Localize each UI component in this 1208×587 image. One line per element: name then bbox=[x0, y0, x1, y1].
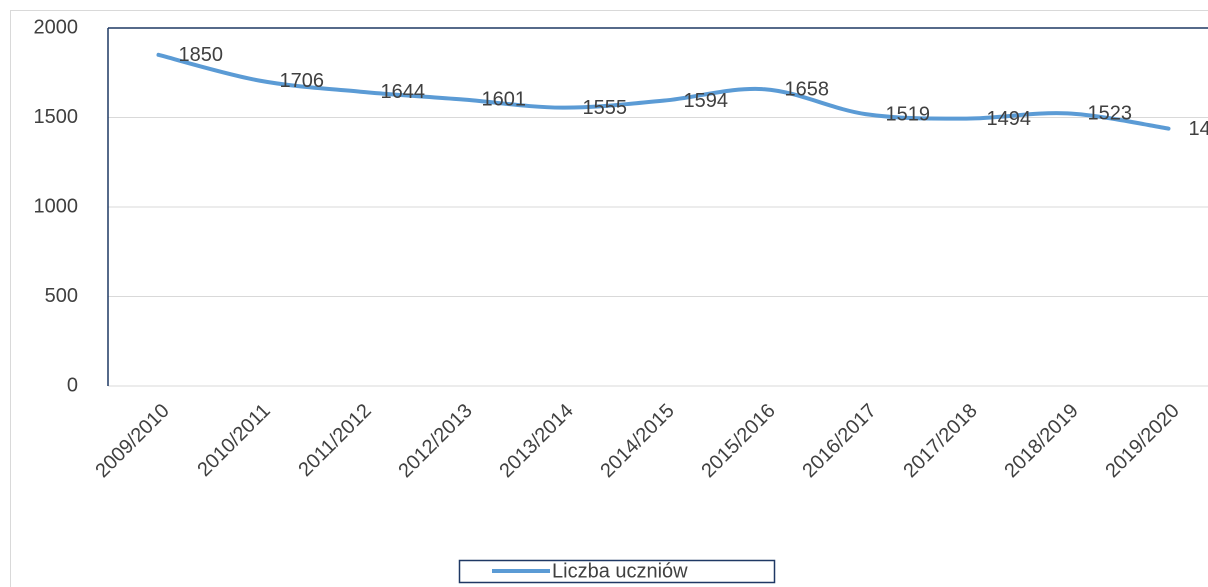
x-tick-label: 2010/2011 bbox=[193, 400, 274, 481]
x-tick-label: 2011/2012 bbox=[294, 400, 375, 481]
data-label: 1706 bbox=[280, 70, 325, 92]
x-tick-label: 2018/2019 bbox=[1000, 400, 1082, 482]
x-tick-label: 2014/2015 bbox=[596, 400, 678, 482]
data-label: 1438 bbox=[1189, 118, 1208, 140]
x-tick-label: 2009/2010 bbox=[91, 400, 173, 482]
chart-frame bbox=[10, 10, 1208, 587]
data-line bbox=[156, 52, 1171, 131]
x-tick-label: 2013/2014 bbox=[495, 400, 577, 482]
y-tick-label: 1000 bbox=[34, 195, 79, 217]
x-tick-label: 2017/2018 bbox=[899, 400, 981, 482]
data-label: 1555 bbox=[583, 97, 628, 119]
y-tick-label: 2000 bbox=[34, 16, 79, 38]
y-tick-label: 500 bbox=[45, 285, 78, 307]
data-label: 1519 bbox=[886, 103, 931, 125]
y-tick-label: 0 bbox=[67, 374, 78, 396]
data-label: 1523 bbox=[1088, 103, 1133, 125]
legend-box bbox=[458, 559, 776, 584]
data-label: 1658 bbox=[785, 78, 830, 100]
data-label: 1850 bbox=[179, 44, 224, 66]
y-tick-label: 1500 bbox=[34, 106, 79, 128]
data-label: 1644 bbox=[381, 81, 426, 103]
legend-label: Liczba uczniów bbox=[552, 560, 688, 582]
x-tick-label: 2019/2020 bbox=[1101, 400, 1183, 482]
data-label: 1601 bbox=[482, 89, 527, 111]
data-label: 1494 bbox=[987, 108, 1032, 130]
x-tick-label: 2016/2017 bbox=[798, 400, 880, 482]
x-tick-label: 2015/2016 bbox=[697, 400, 779, 482]
data-label: 1594 bbox=[684, 90, 729, 112]
x-tick-label: 2012/2013 bbox=[394, 400, 476, 482]
